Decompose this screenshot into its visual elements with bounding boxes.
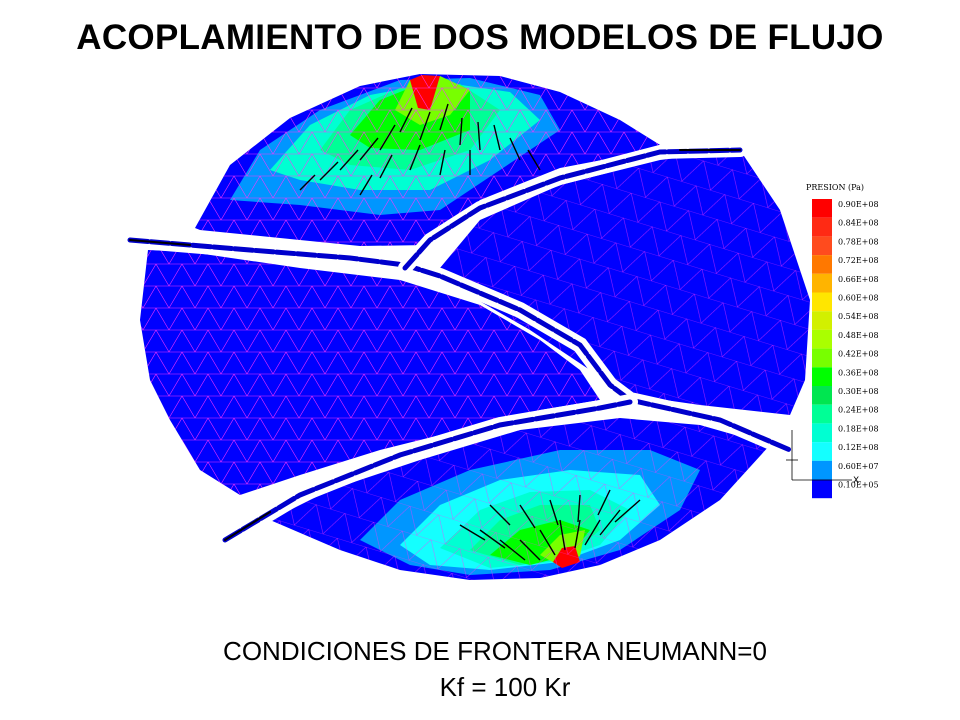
fracture-network [122, 143, 798, 548]
legend-swatch [812, 217, 832, 237]
permeability-ratio-caption: Kf = 100 Kr [439, 672, 571, 702]
legend-label: 0.24E+08 [838, 406, 879, 415]
legend-swatch [812, 255, 832, 274]
legend-swatch [812, 292, 832, 312]
legend-label: 0.48E+08 [838, 331, 879, 340]
legend-label: 0.60E+07 [838, 462, 879, 471]
legend-label: 0.84E+08 [838, 219, 879, 228]
region-left [140, 250, 600, 495]
region-top [195, 74, 665, 246]
legend-label: 0.30E+08 [838, 387, 879, 396]
legend-label: 0.66E+08 [838, 275, 879, 284]
legend-swatch [812, 199, 832, 218]
page-title: ACOPLAMIENTO DE DOS MODELOS DE FLUJO [76, 18, 884, 57]
axis-indicator: X [786, 430, 859, 486]
legend-label: 0.10E+05 [838, 481, 879, 490]
velocity-arrows [299, 103, 641, 561]
region-bottom [270, 418, 770, 580]
legend-swatch [812, 311, 832, 330]
legend-title: PRESION (Pa) [806, 183, 864, 192]
legend-swatch [812, 386, 832, 405]
legend-label: 0.36E+08 [838, 368, 879, 377]
legend-label: 0.12E+08 [838, 443, 879, 452]
x-axis-label: X [853, 476, 859, 486]
legend-swatch [812, 479, 832, 499]
legend-swatch [812, 348, 832, 368]
legend-label: 0.42E+08 [838, 350, 879, 359]
legend-label: 0.60E+08 [838, 294, 879, 303]
legend-swatch [812, 404, 832, 424]
legend-label: 0.90E+08 [838, 200, 879, 209]
pressure-legend: PRESION (Pa) 0.90E+08 0.84E+08 0.78E+08 0.7… [806, 183, 879, 499]
legend-swatch [812, 273, 832, 293]
boundary-condition-caption: CONDICIONES DE FRONTERA NEUMANN=0 [223, 636, 767, 666]
legend-label: 0.18E+08 [838, 424, 879, 433]
legend-swatch [812, 442, 832, 461]
legend-swatch [812, 329, 832, 349]
legend-label: 0.72E+08 [838, 256, 879, 265]
legend-swatch [812, 423, 832, 443]
region-right [440, 150, 810, 415]
legend-swatch [812, 367, 832, 386]
legend-swatch [812, 460, 832, 480]
legend-label: 0.54E+08 [838, 312, 879, 321]
legend-label: 0.78E+08 [838, 237, 879, 246]
legend-swatch [812, 236, 832, 256]
